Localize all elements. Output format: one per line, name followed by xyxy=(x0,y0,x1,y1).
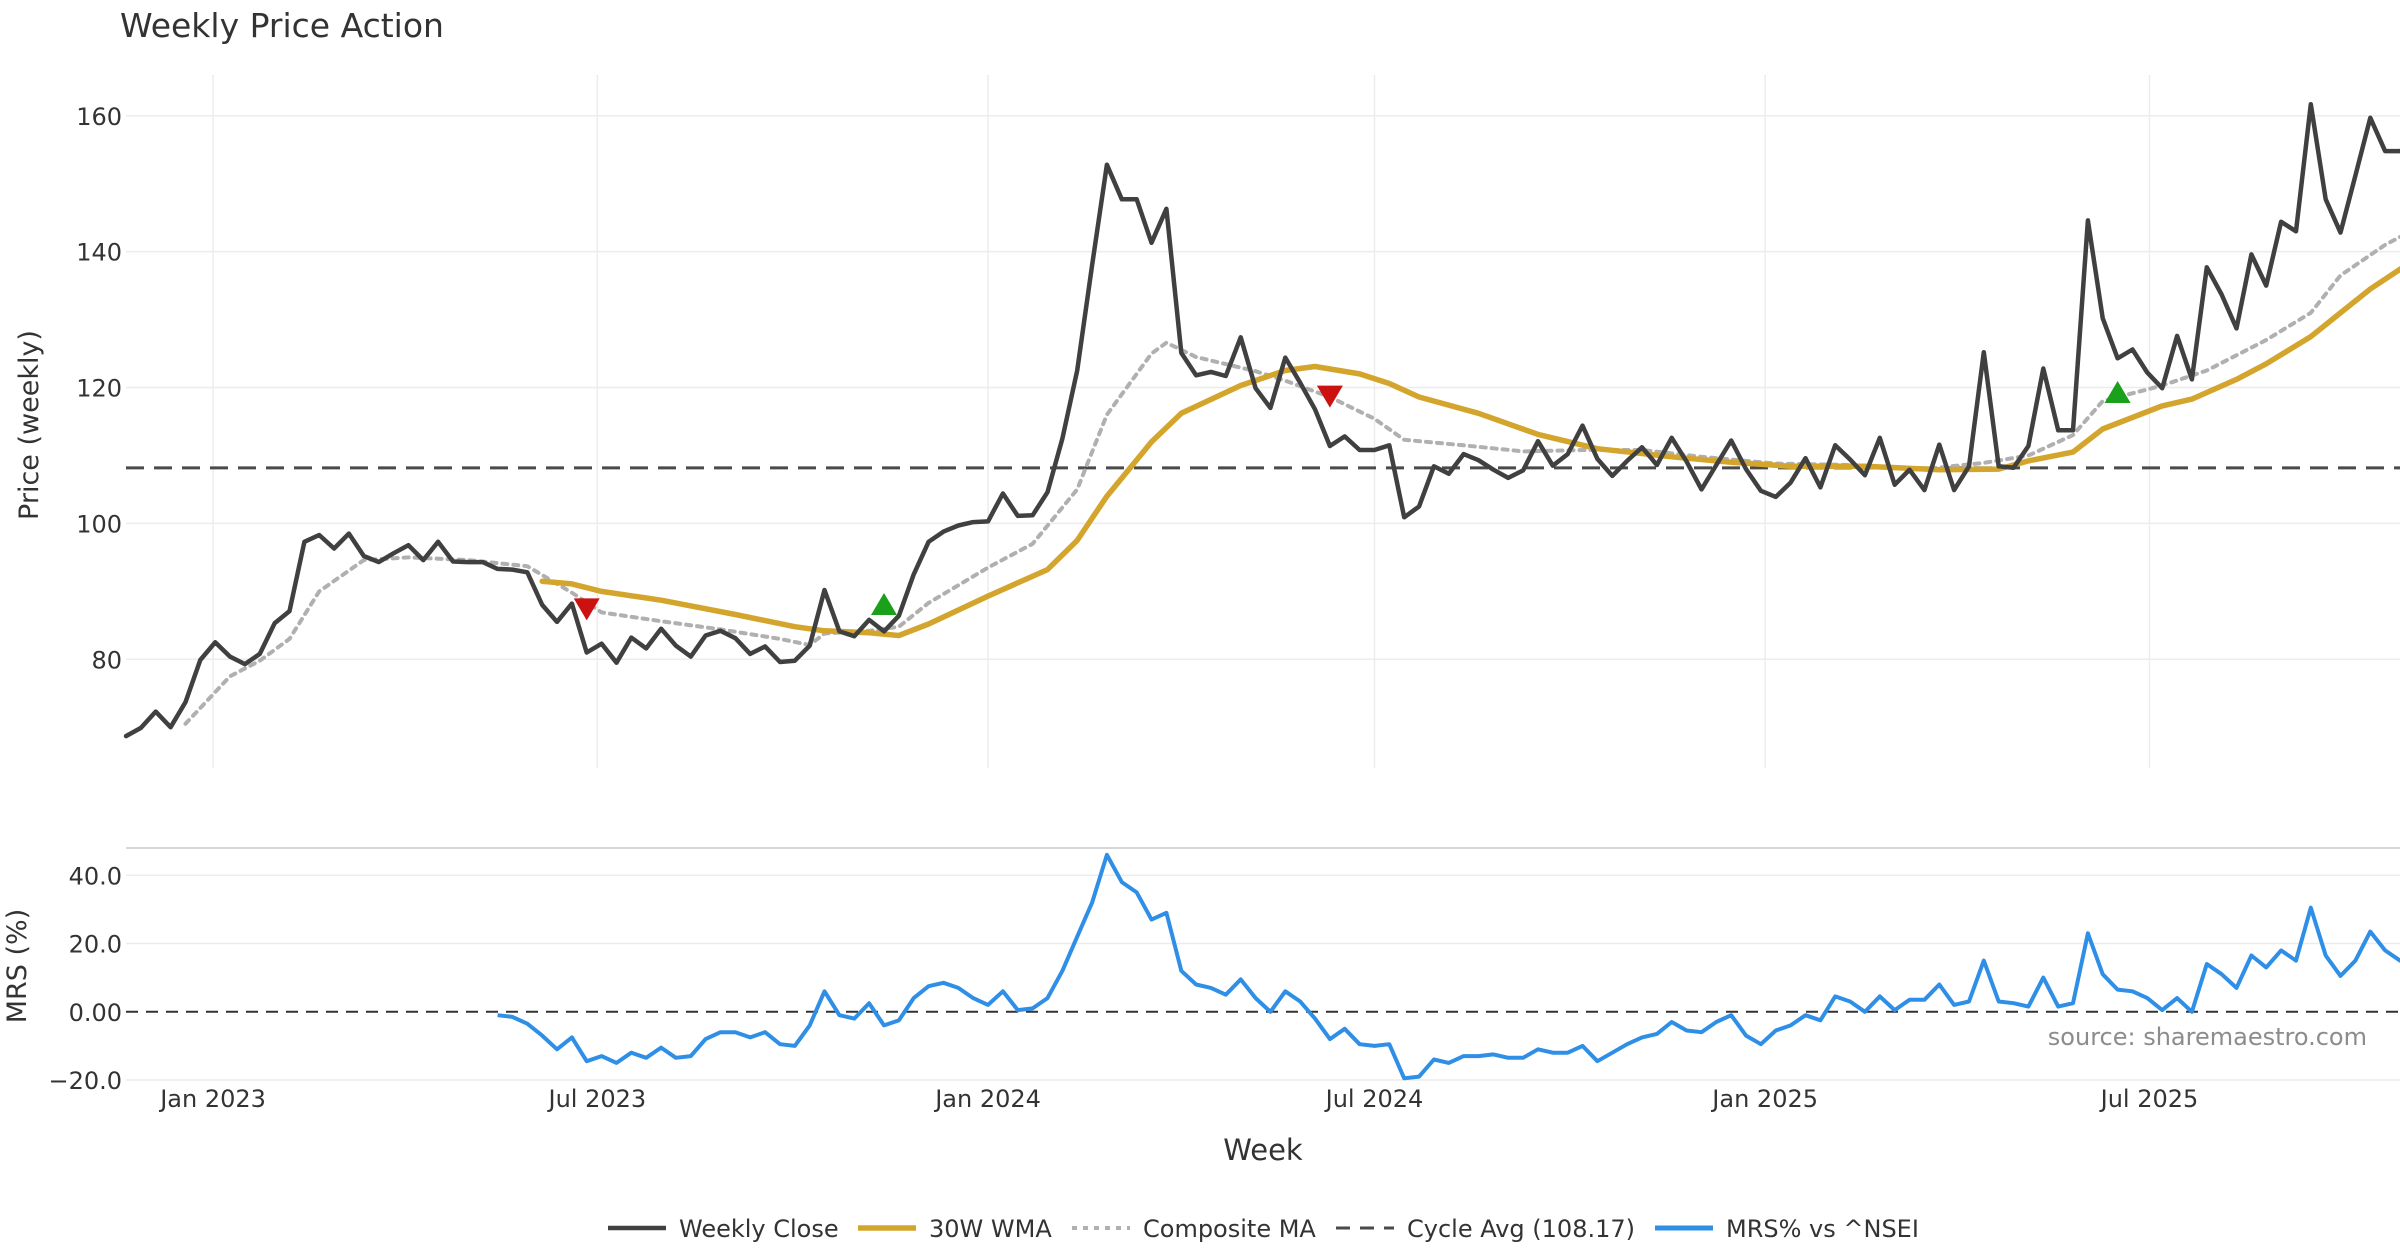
sell-signal-marker xyxy=(573,598,600,621)
legend-label: MRS% vs ^NSEI xyxy=(1726,1215,1919,1243)
legend: Weekly Close 30W WMA Composite MA Cycle Avg… xyxy=(608,1215,1919,1243)
price-y-tick-label: 100 xyxy=(76,510,122,538)
mrs-y-tick-label: −20.0 xyxy=(48,1067,122,1095)
mrs-line xyxy=(497,852,2400,1081)
price-y-tick-label: 140 xyxy=(76,239,122,267)
x-tick-label: Jan 2023 xyxy=(158,1085,266,1113)
source-watermark: source: sharemaestro.com xyxy=(2048,1023,2367,1051)
price-y-axis-label: Price (weekly) xyxy=(14,330,45,520)
weekly-close-line xyxy=(123,101,2400,739)
buy-signal-marker xyxy=(2104,380,2131,403)
x-tick-label: Jul 2025 xyxy=(2099,1085,2199,1113)
legend-label: Weekly Close xyxy=(679,1215,839,1243)
chart-title: Weekly Price Action xyxy=(120,6,444,45)
axis-layer: 80 100 120 140 160 Jan 2023 Jul 2023 Jan 2024 Ju… xyxy=(48,103,2198,1113)
price-panel xyxy=(123,101,2400,739)
legend-label: Cycle Avg (108.17) xyxy=(1407,1215,1635,1243)
legend-label: Composite MA xyxy=(1143,1215,1316,1243)
mrs-y-tick-label: 0.00 xyxy=(69,999,122,1027)
x-tick-label: Jul 2023 xyxy=(547,1085,647,1113)
x-tick-label: Jan 2024 xyxy=(933,1085,1041,1113)
price-y-tick-label: 120 xyxy=(76,375,122,403)
price-y-tick-label: 160 xyxy=(76,103,122,131)
price-y-tick-label: 80 xyxy=(91,646,122,674)
x-axis-label: Week xyxy=(1223,1133,1303,1167)
mrs-y-axis-label: MRS (%) xyxy=(2,909,33,1024)
x-tick-label: Jul 2024 xyxy=(1324,1085,1424,1113)
x-tick-label: Jan 2025 xyxy=(1710,1085,1818,1113)
buy-signal-marker xyxy=(871,592,897,615)
grid-layer xyxy=(126,75,2400,1081)
legend-label: 30W WMA xyxy=(929,1215,1052,1243)
sell-signal-marker xyxy=(1316,385,1343,408)
wma-30w-line xyxy=(539,266,2400,639)
mrs-panel xyxy=(126,852,2400,1081)
mrs-y-tick-label: 40.0 xyxy=(69,862,122,890)
mrs-y-tick-label: 20.0 xyxy=(69,931,122,959)
composite-ma-line xyxy=(183,234,2400,726)
